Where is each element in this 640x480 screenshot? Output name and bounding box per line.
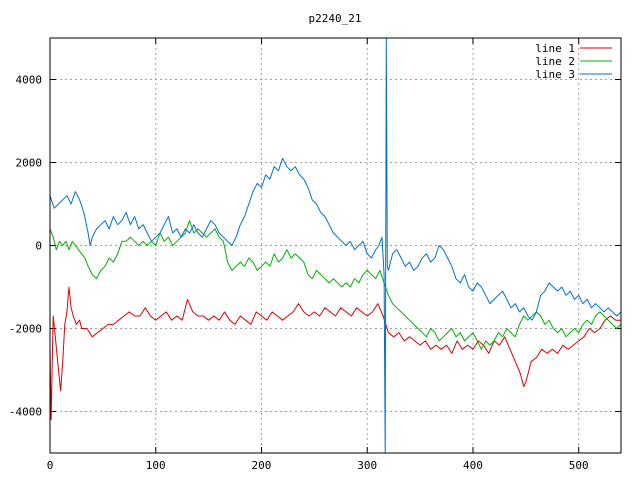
y-tick-label: 0 <box>35 240 42 253</box>
legend-label-2: line 2 <box>535 55 575 68</box>
x-tick-label: 500 <box>569 459 589 472</box>
y-tick-label: 2000 <box>16 157 43 170</box>
y-tick-label: 4000 <box>16 74 43 87</box>
x-tick-label: 0 <box>47 459 54 472</box>
plot-frame <box>49 37 622 454</box>
axis-ticks: 0 100 200 300 400 500 -4000 -2000 0 2000 4000 <box>9 38 621 472</box>
series-lines <box>49 37 622 454</box>
x-tick-label: 100 <box>146 459 166 472</box>
y-tick-label: -2000 <box>9 323 42 336</box>
x-tick-label: 400 <box>463 459 483 472</box>
x-tick-label: 200 <box>252 459 272 472</box>
x-tick-label: 300 <box>357 459 377 472</box>
y-tick-label: -4000 <box>9 406 42 419</box>
legend-label-3: line 3 <box>535 68 575 81</box>
chart-title: p2240_21 <box>309 12 362 25</box>
series-line-3 <box>49 37 622 454</box>
series-line-1 <box>49 286 621 421</box>
grid-lines <box>50 38 621 453</box>
series-line-2 <box>49 220 622 350</box>
legend-label-1: line 1 <box>535 42 575 55</box>
